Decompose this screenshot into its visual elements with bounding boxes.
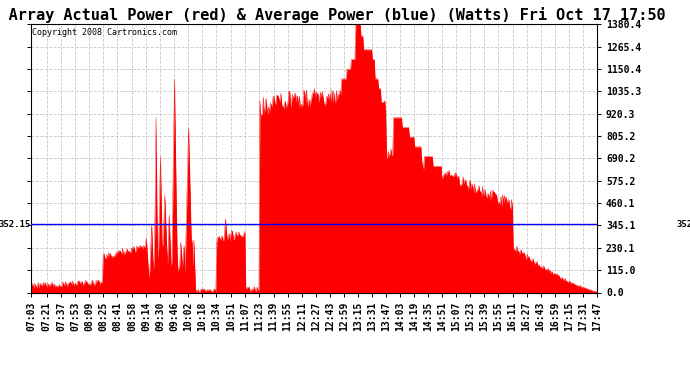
Text: 352.15: 352.15 [676, 220, 690, 229]
Text: Copyright 2008 Cartronics.com: Copyright 2008 Cartronics.com [32, 28, 177, 38]
Text: 352.15: 352.15 [0, 220, 31, 229]
Title: East Array Actual Power (red) & Average Power (blue) (Watts) Fri Oct 17 17:50: East Array Actual Power (red) & Average … [0, 7, 665, 23]
